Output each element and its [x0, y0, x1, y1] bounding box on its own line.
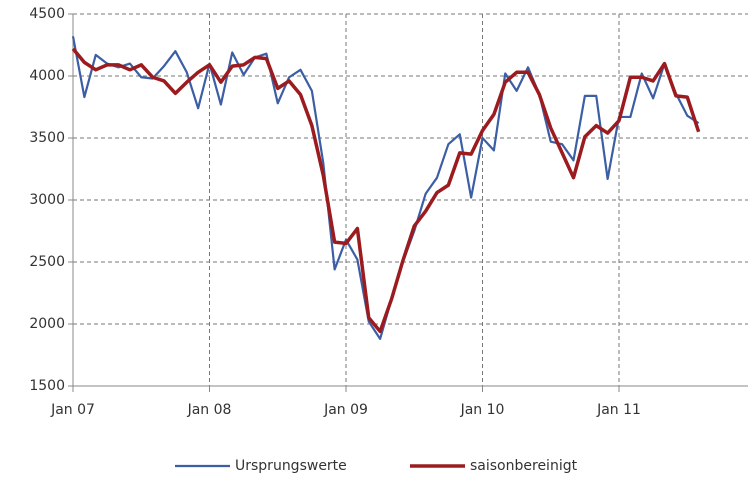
y-tick-label: 2000: [29, 316, 65, 332]
y-tick-label: 2500: [29, 254, 65, 270]
y-tick-label: 3000: [29, 192, 65, 208]
legend-label: Ursprungswerte: [235, 458, 347, 474]
y-tick-label: 4000: [29, 68, 65, 84]
series-line: [71, 47, 701, 334]
y-tick-label: 4500: [29, 6, 65, 22]
x-tick-label: Jan 09: [323, 402, 368, 418]
x-tick-label: Jan 07: [50, 402, 95, 418]
y-tick-label: 3500: [29, 130, 65, 146]
x-tick-label: Jan 11: [596, 402, 641, 418]
legend-label: saisonbereinigt: [470, 458, 578, 474]
x-tick-label: Jan 08: [187, 402, 232, 418]
x-tick-label: Jan 10: [460, 402, 505, 418]
y-tick-label: 1500: [29, 378, 65, 394]
